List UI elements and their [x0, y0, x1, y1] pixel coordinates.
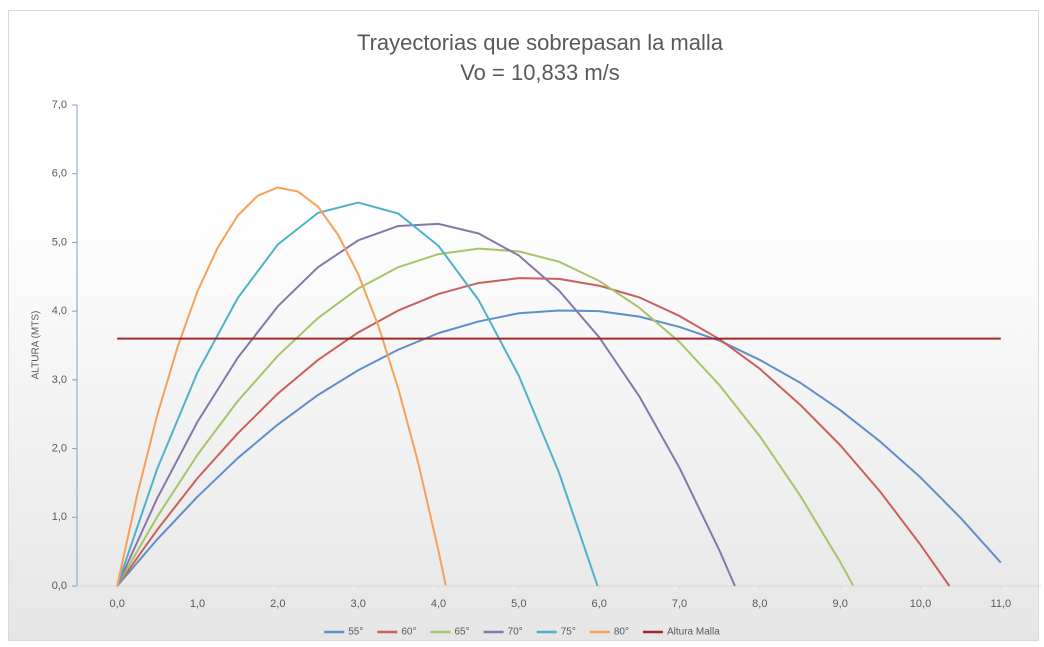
legend-label: 60° — [401, 627, 416, 638]
series-line — [116, 222, 736, 587]
y-tick-label: 1,0 — [52, 511, 67, 523]
x-tick-label: 10,0 — [910, 598, 931, 610]
legend-label: 55° — [348, 627, 363, 638]
x-tick-label: 4,0 — [431, 598, 446, 610]
series-line — [116, 186, 447, 587]
y-tick-label: 3,0 — [52, 374, 67, 386]
y-tick-label: 0,0 — [52, 580, 67, 592]
y-tick-label: 4,0 — [52, 305, 67, 317]
y-tick-label: 6,0 — [52, 168, 67, 180]
x-tick-label: 3,0 — [351, 598, 366, 610]
series-line — [116, 247, 854, 587]
legend-label: Altura Malla — [667, 627, 720, 638]
legend-label: 70° — [508, 627, 523, 638]
x-tick-label: 6,0 — [592, 598, 607, 610]
x-tick-label: 11,0 — [991, 598, 1012, 610]
legend-label: 75° — [561, 627, 576, 638]
x-tick-label: 1,0 — [190, 598, 205, 610]
x-tick-label: 9,0 — [833, 598, 848, 610]
legend-label: 80° — [614, 627, 629, 638]
legend-label: 65° — [454, 627, 469, 638]
series-line — [116, 201, 599, 587]
x-tick-label: 7,0 — [672, 598, 687, 610]
x-tick-label: 5,0 — [511, 598, 526, 610]
y-tick-label: 5,0 — [52, 236, 67, 248]
y-tick-label: 7,0 — [52, 99, 67, 111]
y-tick-label: 2,0 — [52, 442, 67, 454]
x-tick-label: 8,0 — [752, 598, 767, 610]
y-axis-label: ALTURA (MTS) — [31, 311, 42, 380]
series-line — [116, 277, 951, 587]
x-tick-label: 0,0 — [110, 598, 125, 610]
chart-subtitle: Vo = 10,833 m/s — [460, 60, 620, 85]
series-line — [116, 309, 1002, 587]
chart-frame — [8, 10, 1039, 641]
chart-title: Trayectorias que sobrepasan la malla — [357, 30, 724, 55]
x-tick-label: 2,0 — [270, 598, 285, 610]
